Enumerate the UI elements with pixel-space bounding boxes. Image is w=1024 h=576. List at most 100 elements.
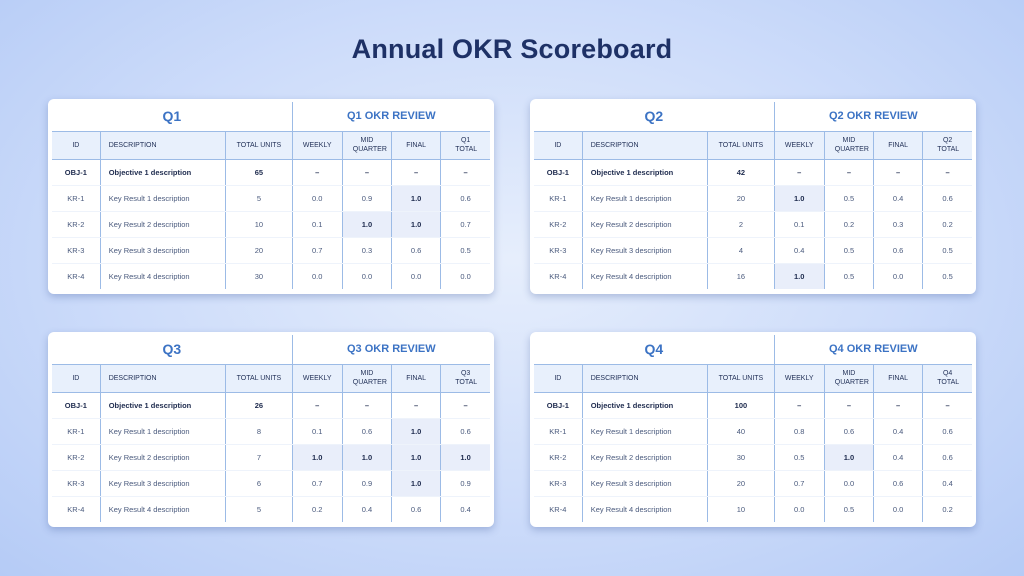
row-final-score: 0.4 <box>873 444 923 471</box>
row-weekly-score: 0.5 <box>773 444 825 471</box>
row-description: Objective 1 description <box>99 159 226 186</box>
panel-q2: Q2 Q2 OKR REVIEW ID DESCRIPTION TOTAL UN… <box>530 99 976 294</box>
panel-q4: Q4 Q4 OKR REVIEW ID DESCRIPTION TOTAL UN… <box>530 332 976 527</box>
row-total-units: 7 <box>225 444 293 471</box>
row-final-score: 0.3 <box>873 211 923 238</box>
quarter-label-q1: Q1 <box>52 102 293 132</box>
row-final-score: 0.0 <box>391 263 441 289</box>
row-mid-quarter-score: 0.4 <box>341 496 392 522</box>
col-header-total-units: TOTAL UNITS <box>707 364 775 393</box>
row-id: KR-2 <box>52 211 101 238</box>
col-header-id: ID <box>52 131 101 160</box>
col-header-description: DESCRIPTION <box>581 364 708 393</box>
row-quarter-total-score: 0.6 <box>440 185 490 212</box>
row-id: KR-4 <box>549 504 567 514</box>
row-quarter-total-score: 0.4 <box>440 496 490 522</box>
key-result-row: KR-1 Key Result 1 description 40 0.8 0.6 0.… <box>534 418 972 445</box>
row-quarter-total-score: 0.5 <box>922 263 972 289</box>
row-weekly-score: 1.0 <box>291 444 343 471</box>
row-description: Key Result 1 description <box>581 418 708 445</box>
row-mid-quarter-score: – <box>341 392 392 419</box>
row-final-score: 0.6 <box>391 496 441 522</box>
row-final-score: 0.6 <box>391 237 441 264</box>
row-id: KR-3 <box>52 237 101 264</box>
row-final-score: 1.0 <box>391 444 441 471</box>
row-mid-quarter-score: 0.6 <box>341 418 392 445</box>
key-result-row: KR-2 Key Result 2 description 30 0.5 1.0 0.… <box>534 444 972 471</box>
col-header-final: FINAL <box>873 131 923 160</box>
row-total-units: 5 <box>225 496 293 522</box>
row-description: Key Result 4 description <box>581 496 708 522</box>
col-header-final: FINAL <box>391 364 441 393</box>
panel-q3: Q3 Q3 OKR REVIEW ID DESCRIPTION TOTAL UN… <box>48 332 494 527</box>
row-id: OBJ-1 <box>52 159 101 186</box>
row-total-units: 8 <box>225 418 293 445</box>
row-total-units: 40 <box>707 418 775 445</box>
row-id: KR-1 <box>534 418 583 445</box>
row-weekly-score: 0.7 <box>291 237 343 264</box>
okr-review-label-q3: Q3 OKR REVIEW <box>291 335 490 365</box>
row-weekly-score: 0.0 <box>773 496 825 522</box>
row-id: KR-1 <box>52 185 101 212</box>
row-mid-quarter-score: – <box>341 159 392 186</box>
row-id: KR-2 <box>52 444 101 471</box>
col-header-id: ID <box>534 131 583 160</box>
okr-review-label-q4: Q4 OKR REVIEW <box>773 335 972 365</box>
row-id: KR-4 <box>67 271 85 281</box>
okr-review-label-q2: Q2 OKR REVIEW <box>773 102 972 132</box>
row-id: OBJ-1 <box>52 392 101 419</box>
row-final-score: – <box>873 159 923 186</box>
key-result-row: KR-4 Key Result 4 description 16 1.0 0.5 0.… <box>534 263 972 289</box>
row-id: KR-3 <box>534 237 583 264</box>
row-total-units: 20 <box>225 237 293 264</box>
row-total-units: 16 <box>707 263 775 289</box>
row-weekly-score: – <box>773 392 825 419</box>
col-header-id: ID <box>52 364 101 393</box>
row-id: KR-2 <box>534 444 583 471</box>
row-weekly-score: 0.0 <box>291 263 343 289</box>
row-final-score: – <box>391 392 441 419</box>
row-quarter-total-score: 0.7 <box>440 211 490 238</box>
row-quarter-total-score: 0.4 <box>922 470 972 497</box>
row-mid-quarter-score: 0.3 <box>341 237 392 264</box>
row-id: KR-3 <box>534 470 583 497</box>
row-mid-quarter-score: 0.5 <box>823 496 874 522</box>
objective-row: OBJ-1 Objective 1 description 26– – – – <box>52 392 490 419</box>
row-description: Key Result 2 description <box>99 211 226 238</box>
col-header-quarter-total: Q4 TOTAL <box>922 364 972 393</box>
row-weekly-score: 1.0 <box>773 185 825 212</box>
row-weekly-score: 0.2 <box>291 496 343 522</box>
col-header-total-units: TOTAL UNITS <box>225 131 293 160</box>
page-title: Annual OKR Scoreboard <box>351 34 673 64</box>
key-result-row: KR-4 Key Result 4 description 30 0.0 0.0 0.… <box>52 263 490 289</box>
row-description: Key Result 1 description <box>99 418 226 445</box>
row-quarter-total-score: 0.9 <box>440 470 490 497</box>
row-description: Key Result 1 description <box>581 185 708 212</box>
row-mid-quarter-score: 0.0 <box>341 263 392 289</box>
col-header-weekly: WEEKLY <box>773 364 825 393</box>
row-final-score: 0.0 <box>873 263 923 289</box>
key-result-row: KR-2 Key Result 2 description 2 0.1 0.2 0.3… <box>534 211 972 238</box>
row-weekly-score: 0.7 <box>773 470 825 497</box>
row-quarter-total-score: 0.0 <box>440 263 490 289</box>
row-total-units: 30 <box>707 444 775 471</box>
row-id: KR-1 <box>534 185 583 212</box>
row-description: Key Result 2 description <box>99 444 226 471</box>
okr-table: Q3 Q3 OKR REVIEW ID DESCRIPTION TOTAL UN… <box>52 335 490 522</box>
row-weekly-score: 0.1 <box>291 418 343 445</box>
key-result-row: KR-2 Key Result 2 description 7 1.0 1.0 1.0… <box>52 444 490 471</box>
row-final-score: 0.6 <box>873 237 923 264</box>
col-header-total-units: TOTAL UNITS <box>707 131 775 160</box>
row-mid-quarter-score: 0.2 <box>823 211 874 238</box>
row-quarter-total-score: – <box>922 392 972 419</box>
row-weekly-score: – <box>291 392 343 419</box>
col-header-final: FINAL <box>873 364 923 393</box>
col-header-weekly: WEEKLY <box>291 131 343 160</box>
row-weekly-score: 0.8 <box>773 418 825 445</box>
row-total-units: 5 <box>225 185 293 212</box>
row-mid-quarter-score: 0.9 <box>341 470 392 497</box>
row-final-score: 0.6 <box>873 470 923 497</box>
row-weekly-score: – <box>773 159 825 186</box>
quarter-label-q3: Q3 <box>52 335 293 365</box>
col-header-total-units: TOTAL UNITS <box>225 364 293 393</box>
